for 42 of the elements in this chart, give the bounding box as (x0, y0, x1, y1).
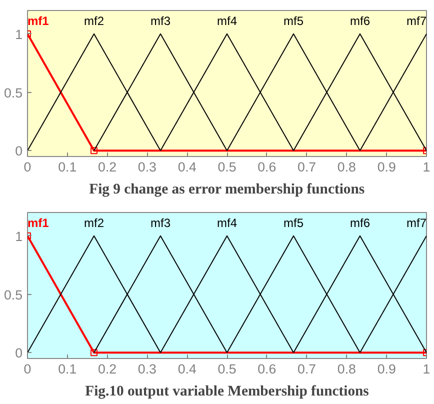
x-tick-label: 0.1 (58, 160, 77, 174)
x-tick-label: 1 (422, 362, 430, 376)
x-tick-label: 0.8 (337, 362, 356, 376)
y-tick-label: 0 (15, 346, 23, 361)
x-tick-label: 0.7 (298, 362, 316, 376)
caption: Fig 9 change as error membership functions (89, 182, 365, 198)
x-tick-label: 0.3 (138, 362, 156, 376)
series-label: mf5 (284, 216, 304, 230)
x-tick-label: 0.8 (337, 160, 356, 174)
x-tick-label: 0.3 (138, 160, 156, 174)
x-tick-label: 0.9 (377, 362, 396, 376)
series-label: mf2 (84, 14, 104, 28)
series-label: mf1 (28, 14, 50, 28)
series-label: mf2 (84, 216, 104, 230)
y-tick-label: 0.5 (4, 287, 23, 302)
x-tick-label: 0.2 (98, 362, 117, 376)
y-tick-label: 1 (15, 26, 23, 42)
series-label: mf7 (406, 216, 427, 230)
x-tick-label: 0.2 (98, 160, 117, 174)
x-tick-label: 0.4 (178, 160, 197, 174)
x-tick-label: 0.9 (377, 160, 396, 174)
series-label: mf1 (28, 216, 50, 230)
y-tick-label: 1 (15, 228, 23, 244)
x-tick-label: 0.5 (218, 160, 236, 174)
series-label: mf4 (217, 216, 238, 230)
series-label: mf3 (150, 14, 171, 28)
x-tick-label: 0.7 (298, 160, 316, 174)
series-label: mf4 (217, 14, 238, 28)
x-tick-label: 0.4 (178, 362, 197, 376)
y-tick-label: 0 (15, 144, 23, 159)
caption: Fig.10 output variable Membership functions (85, 384, 370, 400)
x-tick-label: 0.5 (218, 362, 236, 376)
series-label: mf5 (284, 14, 304, 28)
series-label: mf6 (350, 14, 370, 28)
series-label: mf3 (150, 216, 171, 230)
series-label: mf6 (350, 216, 370, 230)
series-label: mf7 (406, 14, 427, 28)
x-tick-label: 0.6 (258, 362, 276, 376)
x-tick-label: 1 (422, 160, 430, 174)
x-tick-label: 0.1 (58, 362, 77, 376)
x-tick-label: 0.6 (258, 160, 276, 174)
y-tick-label: 0.5 (4, 85, 23, 100)
